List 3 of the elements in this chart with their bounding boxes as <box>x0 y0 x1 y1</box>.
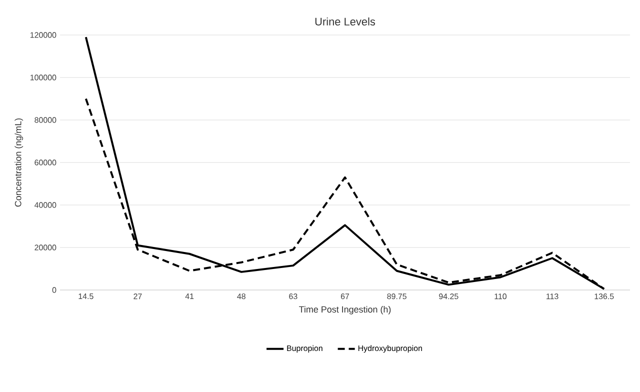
chart-title: Urine Levels <box>315 17 376 26</box>
x-axis-title: Time Post Ingestion (h) <box>299 306 391 314</box>
y-axis-title: Concentration (ng/mL) <box>14 118 24 207</box>
